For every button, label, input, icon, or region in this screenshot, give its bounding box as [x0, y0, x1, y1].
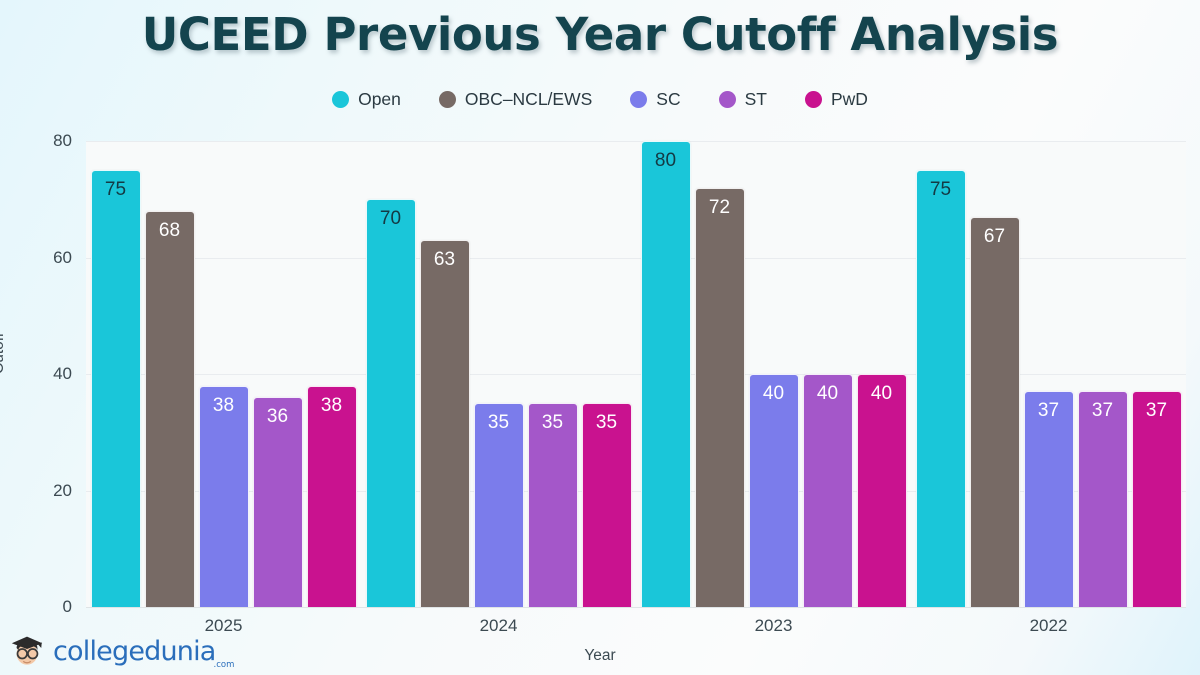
gridline	[86, 490, 1186, 492]
bar-value-label: 63	[433, 249, 456, 271]
bar-2025-open[interactable]: 75	[90, 170, 141, 607]
bar-2022-pwd[interactable]: 37	[1131, 391, 1182, 607]
legend-swatch-icon	[630, 91, 648, 108]
bar-2023-pwd[interactable]: 40	[856, 374, 907, 607]
bar-2024-open[interactable]: 70	[365, 199, 416, 607]
legend-label: Open	[358, 89, 401, 109]
page-title: UCEED Previous Year Cutoff Analysis	[141, 8, 1059, 61]
gridline	[86, 141, 1186, 142]
bar-value-label: 35	[541, 412, 564, 434]
legend-label: ST	[744, 89, 767, 109]
y-tick-label: 60	[53, 247, 72, 267]
bar-2025-sc[interactable]: 38	[198, 385, 249, 607]
collegedunia-watermark: collegedunia.com	[8, 630, 236, 673]
legend-label: PwD	[830, 89, 868, 109]
legend-item-obc-ncl-ews[interactable]: OBC–NCL/EWS	[438, 89, 593, 110]
bar-value-label: 80	[654, 150, 677, 171]
bar-value-label: 35	[487, 412, 510, 434]
bar-2023-open[interactable]: 80	[640, 141, 691, 607]
gridline	[86, 257, 1186, 259]
bar-value-label: 38	[320, 394, 343, 416]
bar-value-label: 40	[816, 383, 839, 404]
bar-2023-st[interactable]: 40	[802, 374, 853, 607]
bar-value-label: 37	[1091, 400, 1114, 422]
bar-value-label: 36	[266, 406, 289, 428]
y-tick-label: 20	[53, 480, 72, 500]
legend-item-open[interactable]: Open	[332, 89, 401, 110]
plot-area: 75 68 38 36 38 70 63 35 35 35 80 72 40 40 40 75 67 37 37 37	[86, 141, 1186, 608]
y-tick-label: 80	[53, 131, 72, 150]
bar-value-label: 67	[983, 225, 1006, 247]
legend-item-st[interactable]: ST	[718, 89, 767, 110]
legend-label: OBC–NCL/EWS	[464, 89, 593, 109]
bar-value-label: 75	[929, 179, 952, 201]
x-axis-label: Year	[584, 647, 616, 664]
x-axis-line	[86, 607, 1186, 608]
bar-2023-obc-ncl-ews[interactable]: 72	[694, 187, 745, 607]
bar-value-label: 40	[762, 383, 785, 404]
bar-value-label: 37	[1037, 400, 1060, 422]
bar-2022-st[interactable]: 37	[1077, 391, 1128, 607]
legend-swatch-icon	[804, 91, 822, 108]
legend-item-pwd[interactable]: PwD	[804, 89, 868, 110]
bar-2025-obc-ncl-ews[interactable]: 68	[144, 210, 195, 607]
chart-legend: Open OBC–NCL/EWS SC ST PwD	[0, 89, 1200, 110]
legend-swatch-icon	[438, 91, 456, 108]
bar-2022-obc-ncl-ews[interactable]: 67	[969, 216, 1020, 607]
bar-value-label: 35	[595, 412, 618, 434]
y-tick-label: 40	[53, 364, 72, 383]
bar-value-label: 68	[158, 219, 181, 241]
bar-2024-st[interactable]: 35	[527, 403, 578, 607]
legend-label: SC	[656, 89, 681, 109]
x-tick-label: 2024	[479, 616, 518, 635]
gridline	[86, 374, 1186, 375]
legend-swatch-icon	[332, 91, 350, 108]
bar-2024-obc-ncl-ews[interactable]: 63	[419, 240, 470, 607]
watermark-brand: collegedunia.com	[53, 636, 235, 670]
bar-2024-pwd[interactable]: 35	[581, 403, 632, 607]
bar-2025-pwd[interactable]: 38	[306, 385, 357, 607]
x-tick-label: 2025	[204, 616, 243, 635]
bar-2024-sc[interactable]: 35	[473, 403, 524, 607]
bar-2022-sc[interactable]: 37	[1023, 391, 1074, 607]
bar-value-label: 40	[870, 383, 893, 404]
bar-value-label: 75	[104, 179, 127, 201]
x-tick-label: 2022	[1029, 616, 1068, 635]
bar-2023-sc[interactable]: 40	[748, 374, 799, 607]
legend-item-sc[interactable]: SC	[630, 89, 681, 110]
bar-value-label: 70	[379, 208, 402, 230]
bar-2025-st[interactable]: 36	[252, 397, 303, 607]
bar-value-label: 38	[212, 394, 235, 416]
bar-value-label: 37	[1145, 400, 1168, 422]
watermark-tld: .com	[213, 660, 235, 670]
bar-value-label: 72	[708, 196, 731, 218]
x-tick-label: 2023	[754, 616, 793, 635]
bar-2022-open[interactable]: 75	[915, 170, 966, 607]
y-tick-label: 0	[62, 597, 72, 616]
student-avatar-icon	[8, 630, 46, 673]
y-axis-label: Cutoff	[0, 332, 7, 374]
legend-swatch-icon	[718, 91, 736, 108]
